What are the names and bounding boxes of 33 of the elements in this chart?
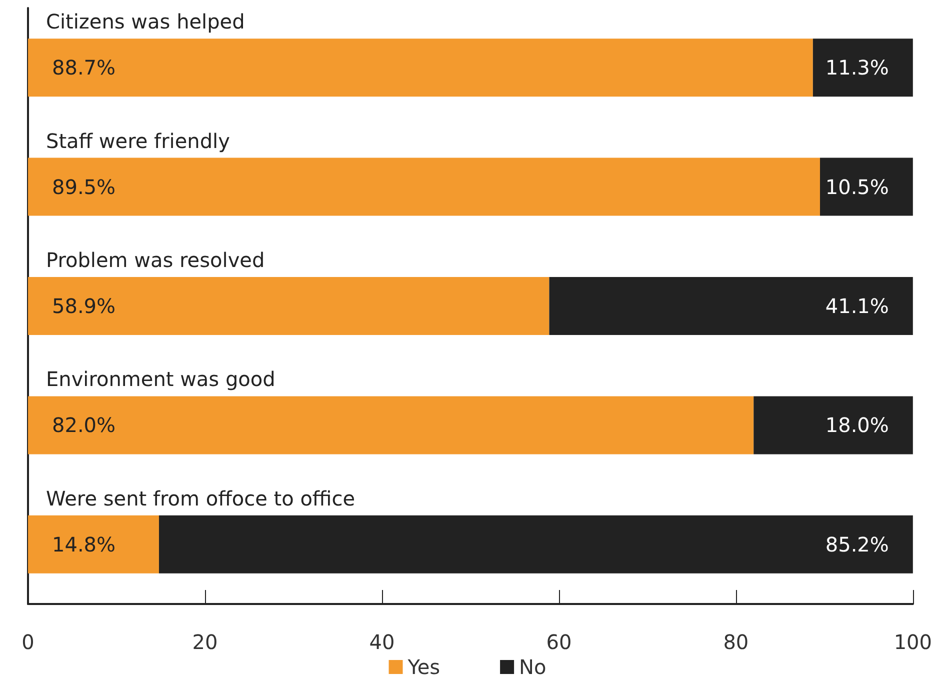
y-tick-label: Citizens was helped xyxy=(46,10,245,34)
bar xyxy=(754,396,913,454)
x-tick-label: 40 xyxy=(369,630,395,654)
x-tick-label: 60 xyxy=(546,630,572,654)
data-label: 89.5% xyxy=(52,174,116,199)
data-label: 58.9% xyxy=(52,294,116,318)
bar xyxy=(28,38,813,97)
data-label: 11.3% xyxy=(825,56,889,80)
x-tick-label: 100 xyxy=(894,630,932,654)
data-label: 18.0% xyxy=(825,413,889,438)
data-label: 88.7% xyxy=(52,56,116,80)
data-label: 82.0% xyxy=(52,413,116,438)
bar xyxy=(28,277,550,335)
legend-label: No xyxy=(519,655,546,679)
y-tick-label: Environment was good xyxy=(46,367,276,392)
y-tick-label: Were sent from offoce to office xyxy=(46,486,356,510)
bar xyxy=(549,277,913,335)
x-tick-label: 20 xyxy=(192,630,218,654)
data-label: 14.8% xyxy=(52,532,116,556)
y-tick-label: Staff were friendly xyxy=(46,128,230,153)
x-tick-label: 0 xyxy=(22,630,34,654)
bar xyxy=(28,158,820,216)
y-tick-label: Problem was resolved xyxy=(46,248,265,272)
legend-label: Yes xyxy=(406,655,440,679)
bar xyxy=(158,515,913,574)
bar xyxy=(812,38,913,97)
x-tick-label: 80 xyxy=(723,630,749,654)
data-label: 10.5% xyxy=(825,174,889,199)
data-label: 41.1% xyxy=(825,294,889,318)
bar xyxy=(28,396,754,454)
bar xyxy=(820,158,913,216)
bar xyxy=(28,515,159,574)
data-label: 85.2% xyxy=(825,532,889,556)
